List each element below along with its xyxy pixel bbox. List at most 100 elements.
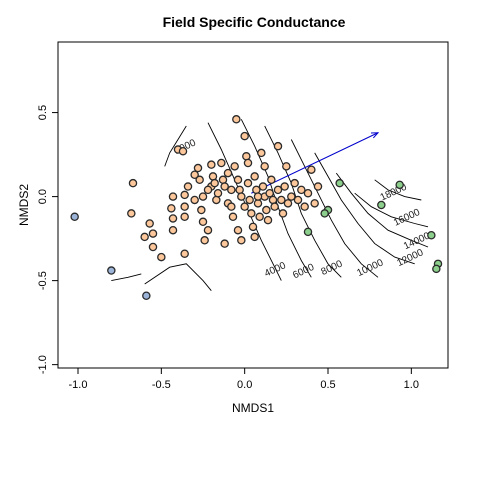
data-point — [223, 168, 233, 178]
data-point — [243, 178, 253, 188]
data-point — [220, 182, 229, 191]
data-point — [213, 188, 223, 198]
data-point — [227, 185, 236, 195]
data-point — [180, 249, 189, 258]
data-point — [168, 225, 178, 235]
data-point — [178, 146, 188, 156]
data-point — [278, 209, 288, 218]
y-axis-label: NMDS2 — [17, 184, 31, 226]
data-point — [198, 192, 208, 201]
data-point — [198, 217, 208, 227]
data-point — [255, 212, 264, 222]
data-point — [280, 182, 289, 191]
x-tick-label: 0.0 — [237, 379, 252, 391]
data-point — [235, 185, 244, 195]
y-axis: -1.0 -0.5 0.0 0.5 — [37, 105, 58, 374]
data-point — [265, 188, 274, 198]
data-point — [168, 192, 178, 201]
data-point — [190, 195, 199, 205]
data-point — [303, 188, 313, 198]
data-point — [335, 178, 344, 188]
data-point — [140, 232, 149, 242]
chart-title: Field Specific Conductance — [163, 14, 346, 30]
x-axis-label: NMDS1 — [232, 401, 274, 415]
contour-label: 10000 — [355, 257, 385, 279]
data-point — [250, 172, 259, 181]
x-tick-label: -1.0 — [69, 379, 88, 391]
data-point — [277, 195, 286, 205]
data-point — [233, 225, 243, 235]
data-point — [297, 185, 306, 195]
contour-line — [164, 125, 187, 167]
data-point — [193, 163, 203, 173]
data-point — [195, 175, 204, 185]
data-point — [260, 162, 269, 171]
data-point — [290, 178, 299, 188]
y-tick-label: -1.0 — [37, 355, 49, 374]
data-point — [395, 180, 404, 190]
contour-line — [314, 152, 415, 265]
data-point — [300, 202, 309, 211]
data-point — [203, 225, 213, 235]
data-point — [217, 158, 226, 168]
data-point — [268, 195, 278, 205]
data-point — [167, 204, 176, 213]
data-point — [168, 214, 178, 223]
x-tick-label: 0.5 — [320, 379, 335, 391]
data-point — [180, 190, 189, 200]
contour-line — [111, 273, 142, 282]
data-point — [273, 141, 283, 151]
data-point — [237, 192, 246, 201]
data-point — [228, 212, 238, 222]
data-point — [250, 232, 259, 242]
data-point — [243, 158, 253, 168]
data-point — [293, 195, 303, 205]
data-point — [183, 182, 193, 191]
y-tick-label: 0.0 — [37, 189, 49, 204]
x-axis: -1.0 -0.5 0.0 0.5 1.0 — [69, 368, 419, 391]
data-point — [230, 162, 239, 171]
data-point — [245, 195, 254, 205]
contour-label: 6000 — [291, 262, 316, 282]
data-point — [207, 160, 216, 169]
contour-line — [264, 125, 342, 278]
data-point — [233, 175, 243, 185]
data-point — [307, 165, 316, 174]
data-point — [320, 209, 329, 218]
data-point — [218, 175, 228, 185]
contour-label: 4000 — [263, 260, 288, 280]
contour-line — [290, 139, 379, 278]
x-tick-label: -0.5 — [152, 379, 171, 391]
data-point — [107, 266, 116, 275]
x-tick-label: 1.0 — [404, 379, 419, 391]
data-point — [247, 209, 256, 218]
data-point — [303, 227, 313, 237]
data-point — [258, 182, 268, 191]
data-point — [263, 215, 273, 225]
data-point — [232, 115, 241, 124]
data-point — [282, 162, 291, 171]
contour-line — [207, 122, 282, 281]
data-point — [248, 222, 258, 232]
contour-line — [144, 263, 212, 291]
data-point — [203, 185, 213, 195]
data-point — [240, 131, 249, 141]
data-point — [262, 205, 271, 215]
data-point — [432, 264, 441, 274]
data-point — [427, 230, 436, 240]
data-points — [70, 115, 443, 300]
data-point — [257, 148, 266, 158]
data-point — [148, 242, 158, 252]
contour-line — [335, 172, 429, 248]
plot-frame — [57, 41, 449, 369]
data-point — [270, 202, 279, 211]
data-point — [210, 178, 219, 188]
data-point — [148, 229, 158, 238]
contour-label: 16000 — [392, 207, 422, 229]
y-tick-label: 0.5 — [37, 105, 49, 120]
data-point — [180, 202, 189, 211]
data-point — [127, 209, 136, 218]
data-point — [267, 175, 276, 185]
data-point — [197, 205, 206, 215]
data-point — [128, 178, 138, 188]
